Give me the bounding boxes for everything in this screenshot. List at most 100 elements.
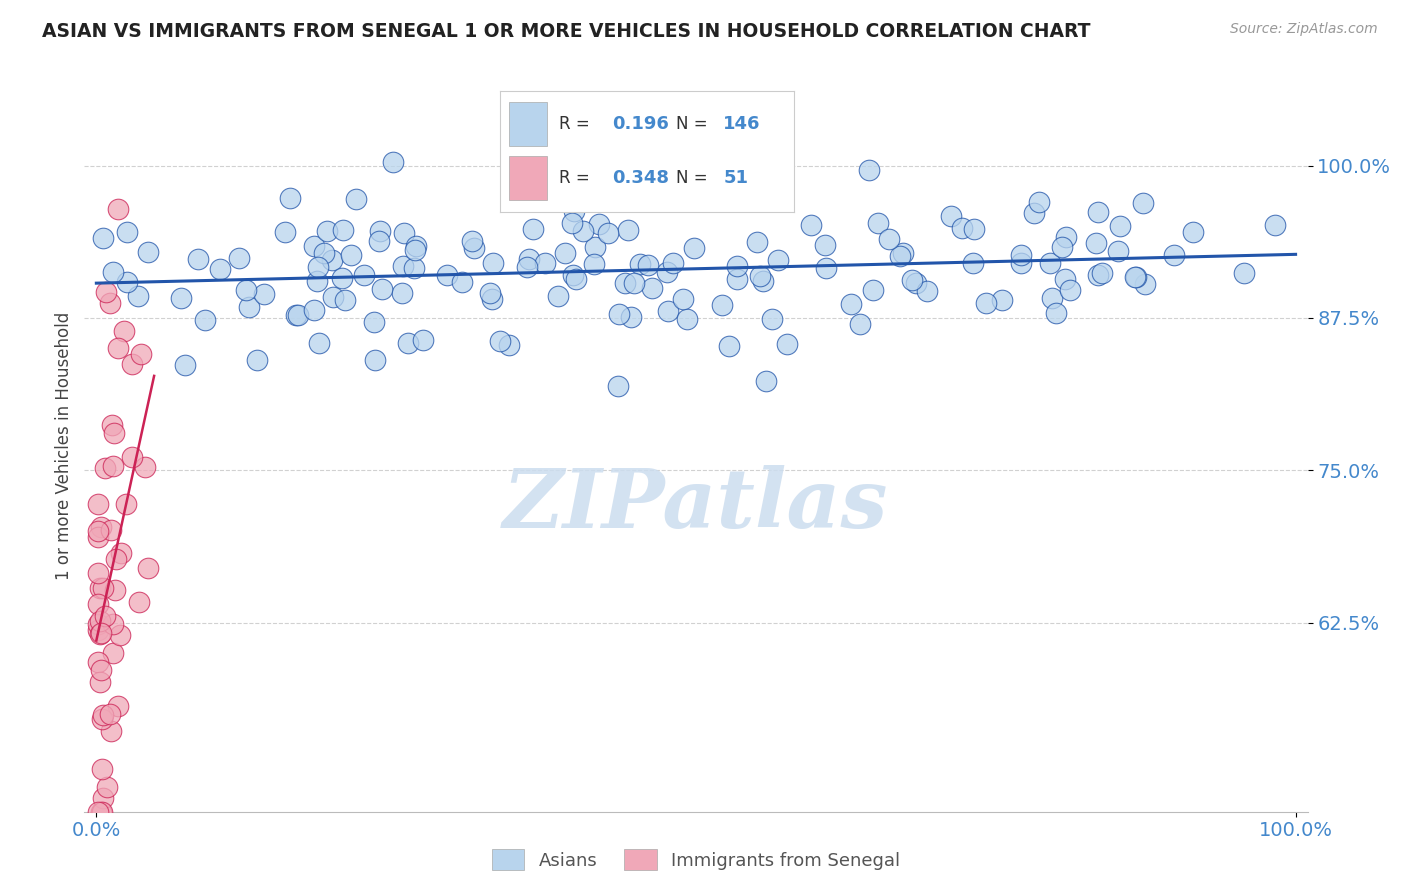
Point bbox=[891, 245, 914, 260]
Point bbox=[364, 353, 387, 368]
Point bbox=[127, 288, 149, 302]
Point bbox=[107, 202, 129, 216]
Point bbox=[516, 260, 538, 275]
Point bbox=[547, 288, 569, 302]
Point bbox=[332, 223, 354, 237]
Point bbox=[962, 256, 984, 270]
Point bbox=[676, 312, 699, 326]
Point bbox=[209, 262, 232, 277]
Point bbox=[86, 530, 108, 544]
Point bbox=[86, 623, 108, 637]
Point bbox=[450, 275, 472, 289]
Point bbox=[128, 595, 150, 609]
Point bbox=[745, 235, 768, 249]
Point bbox=[96, 780, 118, 795]
Point bbox=[391, 259, 413, 273]
Point bbox=[915, 284, 938, 298]
Point bbox=[1040, 291, 1063, 305]
Point bbox=[461, 234, 484, 248]
Point bbox=[112, 324, 135, 338]
Point bbox=[517, 252, 540, 266]
Point bbox=[91, 791, 114, 805]
Point bbox=[110, 546, 132, 560]
Point bbox=[839, 297, 862, 311]
Point bbox=[103, 616, 125, 631]
Point bbox=[273, 226, 295, 240]
Point bbox=[103, 265, 125, 279]
Point bbox=[800, 219, 823, 233]
Point bbox=[86, 805, 108, 819]
Point bbox=[711, 298, 734, 312]
Point bbox=[522, 222, 544, 236]
Point bbox=[481, 292, 503, 306]
Point bbox=[1045, 306, 1067, 320]
Point bbox=[1091, 266, 1114, 280]
Point bbox=[554, 245, 576, 260]
Point bbox=[463, 241, 485, 255]
Point bbox=[121, 450, 143, 465]
Point bbox=[86, 524, 108, 538]
Point bbox=[1264, 219, 1286, 233]
Point bbox=[405, 239, 427, 253]
Point bbox=[672, 293, 695, 307]
Point bbox=[561, 216, 583, 230]
Point bbox=[718, 339, 741, 353]
Point bbox=[98, 295, 121, 310]
Point bbox=[1010, 248, 1032, 262]
Point bbox=[90, 805, 112, 819]
Point bbox=[1109, 219, 1132, 233]
Point bbox=[322, 290, 344, 304]
Point bbox=[1010, 256, 1032, 270]
Point bbox=[725, 260, 748, 274]
Point bbox=[100, 523, 122, 537]
Point bbox=[86, 616, 108, 631]
Point bbox=[134, 460, 156, 475]
Point bbox=[340, 248, 363, 262]
Point bbox=[89, 627, 111, 641]
Point bbox=[115, 275, 138, 289]
Point bbox=[1133, 277, 1156, 292]
Point bbox=[100, 417, 122, 432]
Point bbox=[641, 281, 664, 295]
Point bbox=[138, 244, 160, 259]
Point bbox=[136, 560, 159, 574]
Point bbox=[748, 269, 770, 284]
Point bbox=[617, 223, 640, 237]
Point bbox=[91, 707, 114, 722]
Point bbox=[94, 285, 117, 300]
Point bbox=[412, 333, 434, 347]
Point bbox=[990, 293, 1012, 307]
Point bbox=[302, 239, 325, 253]
Point bbox=[498, 338, 520, 352]
Point bbox=[862, 283, 884, 297]
Point bbox=[905, 276, 928, 290]
Text: ASIAN VS IMMIGRANTS FROM SENEGAL 1 OR MORE VEHICLES IN HOUSEHOLD CORRELATION CHA: ASIAN VS IMMIGRANTS FROM SENEGAL 1 OR MO… bbox=[42, 22, 1091, 41]
Point bbox=[404, 243, 426, 257]
Point bbox=[173, 359, 195, 373]
Point bbox=[90, 520, 112, 534]
Point bbox=[308, 336, 330, 351]
Point bbox=[363, 315, 385, 329]
Point bbox=[1054, 272, 1077, 286]
Point bbox=[751, 274, 773, 288]
Point bbox=[1054, 230, 1077, 244]
Point bbox=[939, 209, 962, 223]
Point bbox=[235, 283, 257, 297]
Point bbox=[725, 272, 748, 286]
Point bbox=[849, 318, 872, 332]
Point bbox=[766, 252, 789, 267]
Point bbox=[858, 163, 880, 178]
Point bbox=[1123, 269, 1146, 284]
Point bbox=[107, 341, 129, 355]
Point bbox=[86, 597, 108, 611]
Point bbox=[312, 245, 335, 260]
Point bbox=[478, 286, 501, 301]
Point bbox=[381, 155, 404, 169]
Point bbox=[396, 336, 419, 351]
Point bbox=[588, 217, 610, 231]
Point bbox=[316, 223, 339, 237]
Legend: Asians, Immigrants from Senegal: Asians, Immigrants from Senegal bbox=[484, 842, 908, 878]
Point bbox=[436, 268, 458, 283]
Point bbox=[307, 260, 329, 274]
Point bbox=[657, 265, 679, 279]
